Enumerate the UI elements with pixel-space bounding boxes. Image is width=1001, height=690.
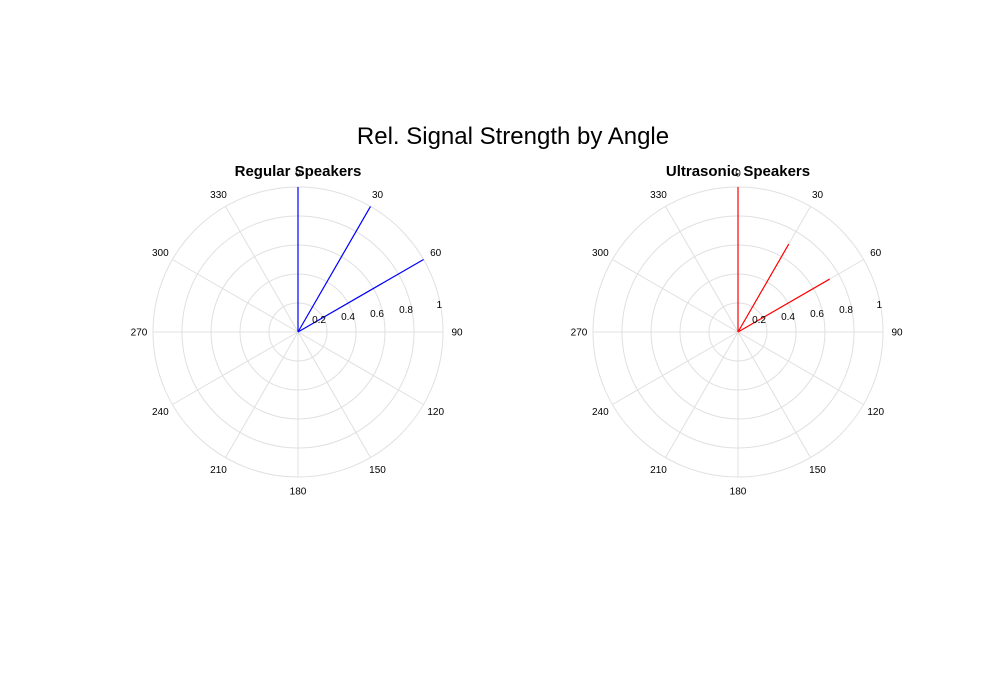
- radial-tick-label: 0.4: [341, 312, 355, 323]
- grid-spoke: [172, 331, 299, 405]
- polar-panel-regular: Regular Speakers 0 30 60 90 120 150 180 210 240 2…: [131, 163, 463, 498]
- data-ray: [737, 278, 830, 333]
- angle-tick-label: 60: [430, 248, 442, 259]
- angle-tick-label: 120: [867, 407, 884, 418]
- angle-tick-label: 210: [210, 465, 227, 476]
- angle-tick-label: 270: [131, 328, 148, 339]
- data-ray: [737, 243, 790, 333]
- grid-spoke: [612, 331, 739, 405]
- data-ray: [297, 206, 372, 333]
- figure-title: Rel. Signal Strength by Angle: [357, 123, 669, 150]
- radial-tick-label: 0.2: [752, 315, 766, 326]
- angle-tick-label: 330: [650, 190, 667, 201]
- polar-labels: 0 30 60 90 120 150 180 210 240 270 300 330 0.2 0.4 0.6…: [571, 169, 903, 498]
- grid-spoke: [297, 331, 371, 458]
- radial-tick-label: 0.8: [399, 305, 413, 316]
- grid-spoke: [737, 331, 864, 405]
- angle-tick-label: 120: [427, 407, 444, 418]
- grid-spoke: [612, 259, 739, 333]
- radial-tick-label: 0.6: [810, 309, 824, 320]
- angle-tick-label: 0: [295, 169, 301, 180]
- polar-panel-ultrasonic: Ultrasonic Speakers 0 30 60 90 120 150 180 210 2…: [571, 163, 903, 498]
- panel-title-ultrasonic: Ultrasonic Speakers: [666, 163, 810, 180]
- grid-spoke: [172, 259, 299, 333]
- grid-spoke: [737, 331, 811, 458]
- grid-spoke: [225, 206, 299, 333]
- radial-tick-label: 1: [436, 300, 442, 311]
- angle-tick-label: 30: [812, 190, 824, 201]
- angle-tick-label: 240: [152, 407, 169, 418]
- angle-tick-label: 90: [891, 328, 903, 339]
- angle-tick-label: 0: [735, 169, 741, 180]
- grid-spoke: [665, 206, 739, 333]
- data-ray: [297, 258, 424, 333]
- polar-data: [297, 187, 424, 333]
- panel-title-regular: Regular Speakers: [235, 163, 362, 180]
- radial-tick-label: 0.2: [312, 315, 326, 326]
- angle-tick-label: 300: [152, 248, 169, 259]
- angle-tick-label: 150: [809, 465, 826, 476]
- grid-spoke: [225, 331, 299, 458]
- angle-tick-label: 30: [372, 190, 384, 201]
- radial-tick-label: 0.8: [839, 305, 853, 316]
- angle-tick-label: 150: [369, 465, 386, 476]
- angle-tick-label: 60: [870, 248, 882, 259]
- grid-spoke: [297, 331, 424, 405]
- polar-data: [737, 187, 830, 333]
- radial-tick-label: 0.6: [370, 309, 384, 320]
- angle-tick-label: 210: [650, 465, 667, 476]
- grid-spoke: [665, 331, 739, 458]
- angle-tick-label: 180: [290, 487, 307, 498]
- angle-tick-label: 240: [592, 407, 609, 418]
- angle-tick-label: 300: [592, 248, 609, 259]
- polar-labels: 0 30 60 90 120 150 180 210 240 270 300 330 0.2 0.4 0.6…: [131, 169, 463, 498]
- angle-tick-label: 330: [210, 190, 227, 201]
- angle-tick-label: 270: [571, 328, 588, 339]
- angle-tick-label: 90: [451, 328, 463, 339]
- radial-tick-label: 0.4: [781, 312, 795, 323]
- radial-tick-label: 1: [876, 300, 882, 311]
- angle-tick-label: 180: [730, 487, 747, 498]
